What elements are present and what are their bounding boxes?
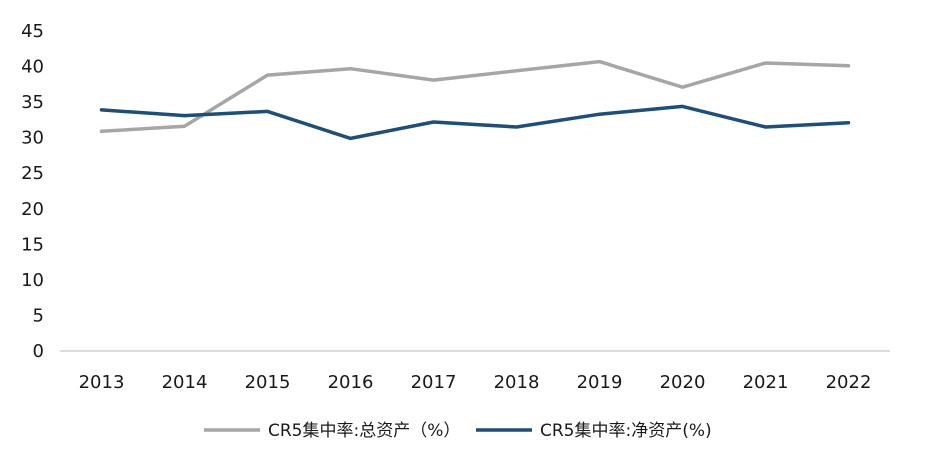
x-tick-label: 2019 [577, 372, 623, 393]
y-tick-label: 15 [21, 234, 44, 255]
x-tick-label: 2017 [411, 372, 457, 393]
series-line-net-assets [99, 104, 851, 141]
y-axis: 0 5 10 15 20 25 30 35 40 45 [21, 21, 44, 362]
x-axis: 2013 2014 2015 2016 2017 2018 2019 2020 2021 2022 [79, 372, 872, 393]
y-tick-label: 45 [21, 21, 44, 42]
y-tick-label: 10 [21, 270, 44, 291]
y-tick-label: 35 [21, 92, 44, 113]
x-tick-label: 2016 [328, 372, 374, 393]
x-tick-label: 2015 [245, 372, 291, 393]
x-tick-label: 2018 [494, 372, 540, 393]
legend-label-net-assets: CR5集中率:净资产(%) [540, 421, 712, 441]
y-tick-label: 30 [21, 128, 44, 149]
legend: CR5集中率:总资产（%） CR5集中率:净资产(%) [204, 421, 712, 441]
y-tick-label: 5 [33, 305, 44, 326]
y-tick-label: 25 [21, 163, 44, 184]
series-layer [99, 59, 851, 141]
legend-label-total-assets: CR5集中率:总资产（%） [268, 421, 460, 441]
x-tick-label: 2022 [826, 372, 872, 393]
y-tick-label: 0 [33, 341, 44, 362]
y-tick-label: 40 [21, 57, 44, 78]
x-tick-label: 2014 [162, 372, 208, 393]
x-tick-label: 2021 [743, 372, 789, 393]
series-line-total-assets [99, 59, 851, 134]
y-tick-label: 20 [21, 199, 44, 220]
x-tick-label: 2020 [660, 372, 706, 393]
x-tick-label: 2013 [79, 372, 125, 393]
